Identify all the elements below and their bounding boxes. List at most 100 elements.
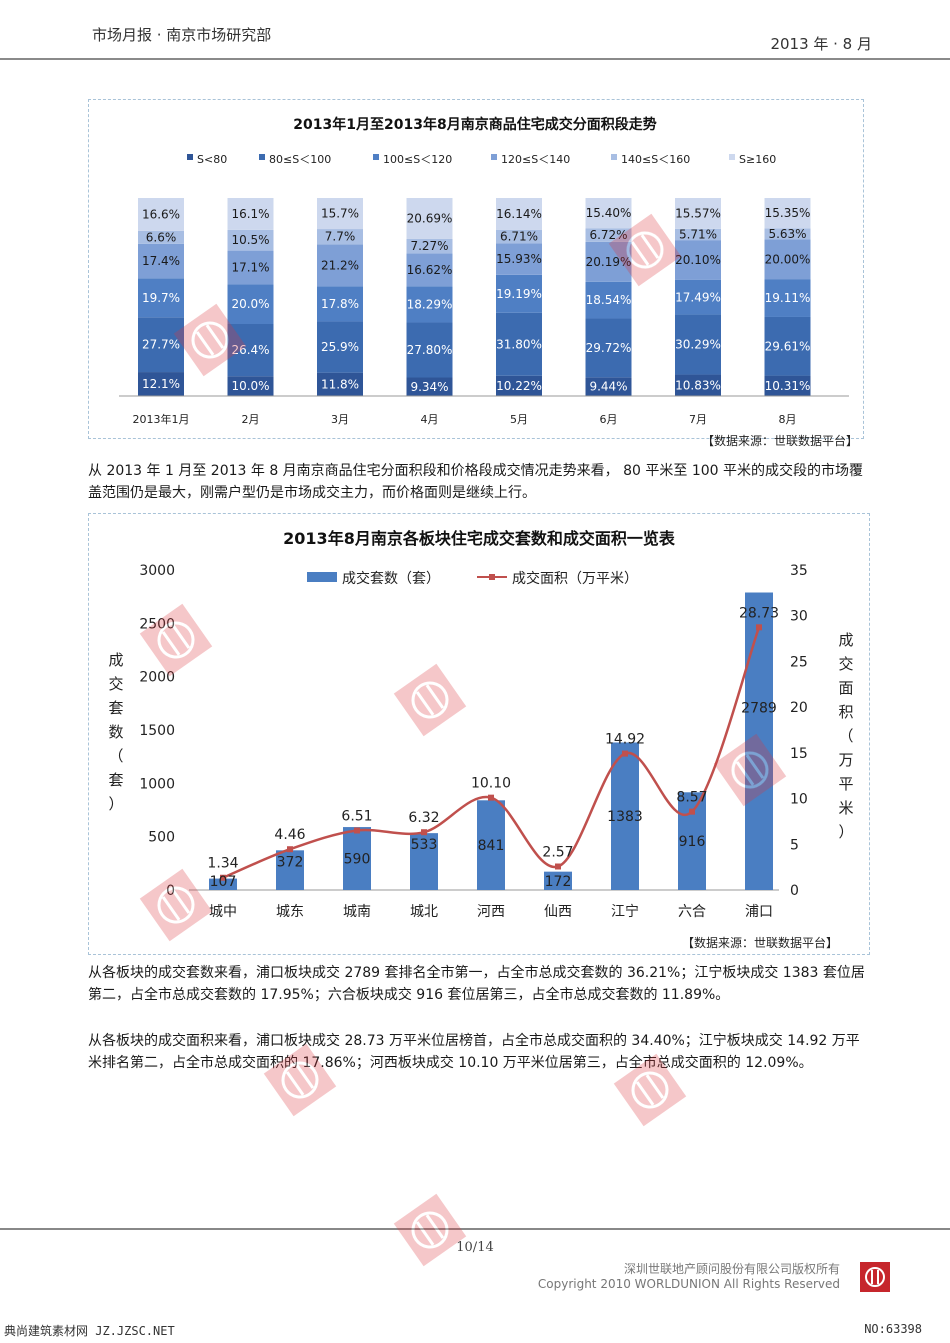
stack-segment bbox=[496, 243, 542, 275]
line-marker bbox=[287, 846, 293, 853]
x-tick-label: 2013年1月 bbox=[133, 412, 190, 426]
stack-segment bbox=[138, 243, 184, 279]
stack-segment bbox=[496, 274, 542, 313]
y2-axis-title-char: 万 bbox=[838, 751, 853, 769]
segment-label: 9.44% bbox=[589, 380, 627, 394]
segment-label: 7.27% bbox=[410, 239, 448, 253]
segment-label: 6.72% bbox=[589, 228, 627, 242]
company-logo-icon bbox=[860, 1262, 890, 1292]
y-tick-label: 1500 bbox=[139, 723, 175, 739]
stack-segment bbox=[406, 238, 453, 254]
legend-swatch bbox=[611, 154, 617, 160]
page-number: 10/14 bbox=[456, 1240, 494, 1255]
segment-label: 16.14% bbox=[496, 207, 542, 221]
stack-segment bbox=[675, 374, 721, 396]
segment-label: 29.72% bbox=[586, 341, 632, 355]
line-marker bbox=[220, 874, 226, 881]
stack-segment bbox=[764, 375, 811, 396]
x-tick-label: 2月 bbox=[242, 413, 260, 426]
bar bbox=[209, 878, 237, 890]
segment-label: 16.1% bbox=[231, 207, 269, 221]
x-tick-label: 城北 bbox=[410, 904, 438, 920]
y2-tick-label: 30 bbox=[790, 609, 808, 625]
stack-segment bbox=[585, 198, 632, 229]
chart2-source: 【数据来源：世联数据平台】 bbox=[682, 936, 839, 950]
y2-tick-label: 35 bbox=[790, 563, 808, 579]
stack-segment bbox=[138, 317, 184, 373]
x-tick-label: 河西 bbox=[477, 904, 505, 920]
stack-segment bbox=[227, 198, 274, 230]
stack-segment bbox=[317, 244, 363, 287]
y2-axis-title-char: 交 bbox=[838, 655, 853, 673]
bar-data-label: 916 bbox=[679, 834, 706, 850]
stack-segment bbox=[406, 377, 453, 396]
segment-label: 15.35% bbox=[765, 206, 811, 220]
stack-segment bbox=[764, 228, 811, 240]
seal-bar bbox=[285, 1071, 305, 1096]
legend-marker-line bbox=[489, 574, 495, 580]
stack-segment bbox=[585, 318, 632, 378]
segment-label: 20.00% bbox=[765, 252, 811, 266]
footer-divider bbox=[0, 1228, 950, 1230]
segment-label: 16.6% bbox=[142, 207, 180, 221]
report-title: 市场月报 · 南京市场研究部 bbox=[92, 26, 272, 44]
stack-segment bbox=[764, 279, 811, 317]
stack-segment bbox=[764, 198, 811, 229]
x-tick-label: 江宁 bbox=[611, 903, 639, 920]
segment-label: 10.31% bbox=[765, 379, 811, 393]
bar-data-label: 107 bbox=[210, 874, 237, 890]
stack-segment bbox=[227, 376, 274, 396]
line-data-label: 6.32 bbox=[408, 810, 439, 826]
segment-label: 10.83% bbox=[675, 378, 721, 392]
stack-segment bbox=[406, 253, 453, 287]
bar-data-label: 172 bbox=[545, 874, 572, 890]
x-tick-label: 5月 bbox=[510, 413, 528, 426]
segment-label: 25.9% bbox=[321, 340, 359, 354]
stack-segment bbox=[138, 372, 184, 396]
bar bbox=[678, 792, 706, 890]
segment-label: 9.34% bbox=[410, 380, 448, 394]
y-tick-label: 500 bbox=[148, 830, 175, 846]
segment-label: 19.7% bbox=[142, 291, 180, 305]
chart1-source: 【数据来源：世联数据平台】 bbox=[702, 434, 859, 448]
segment-label: 15.93% bbox=[496, 252, 542, 266]
y-axis-title-char: ） bbox=[108, 795, 123, 813]
stack-segment bbox=[764, 316, 811, 376]
segment-label: 15.57% bbox=[675, 206, 721, 220]
line-data-label: 14.92 bbox=[605, 732, 645, 748]
legend-label-bar: 成交套数（套） bbox=[342, 570, 440, 587]
segment-label: 15.40% bbox=[586, 206, 632, 220]
chart1-title: 2013年1月至2013年8月南京商品住宅成交分面积段走势 bbox=[293, 116, 656, 133]
segment-label: 18.29% bbox=[407, 297, 453, 311]
line-marker bbox=[756, 624, 762, 631]
segment-label: 10.0% bbox=[231, 379, 269, 393]
x-tick-label: 8月 bbox=[779, 413, 797, 426]
stack-segment bbox=[317, 229, 363, 245]
stack-segment bbox=[496, 198, 542, 230]
line-data-label: 1.34 bbox=[207, 856, 238, 872]
y2-tick-label: 0 bbox=[790, 883, 799, 899]
line-data-label: 8.57 bbox=[676, 790, 707, 806]
segment-label: 7.7% bbox=[325, 230, 356, 244]
y2-axis-title-char: （ bbox=[838, 727, 853, 745]
y-axis-title-char: 成 bbox=[108, 651, 123, 669]
y2-tick-label: 20 bbox=[790, 700, 808, 716]
chart2-frame bbox=[88, 513, 870, 955]
stack-segment bbox=[227, 324, 274, 377]
segment-label: 27.80% bbox=[407, 343, 453, 357]
stack-segment bbox=[675, 314, 721, 375]
segment-label: 6.71% bbox=[500, 230, 538, 244]
segment-label: 20.10% bbox=[675, 253, 721, 267]
segment-label: 6.6% bbox=[146, 230, 177, 244]
legend-swatch bbox=[373, 154, 379, 160]
x-tick-label: 仙西 bbox=[544, 904, 572, 920]
y-axis-title-char: 套 bbox=[108, 771, 123, 789]
segment-label: 20.19% bbox=[586, 255, 632, 269]
header-divider bbox=[0, 58, 950, 60]
legend-label-line: 成交面积（万平米） bbox=[512, 570, 638, 587]
site-watermark: 典尚建筑素材网 JZ.JZSC.NET bbox=[4, 1324, 175, 1338]
line-marker bbox=[555, 863, 561, 870]
segment-label: 18.54% bbox=[586, 293, 632, 307]
stack-segment bbox=[496, 229, 542, 244]
bar bbox=[410, 833, 438, 890]
